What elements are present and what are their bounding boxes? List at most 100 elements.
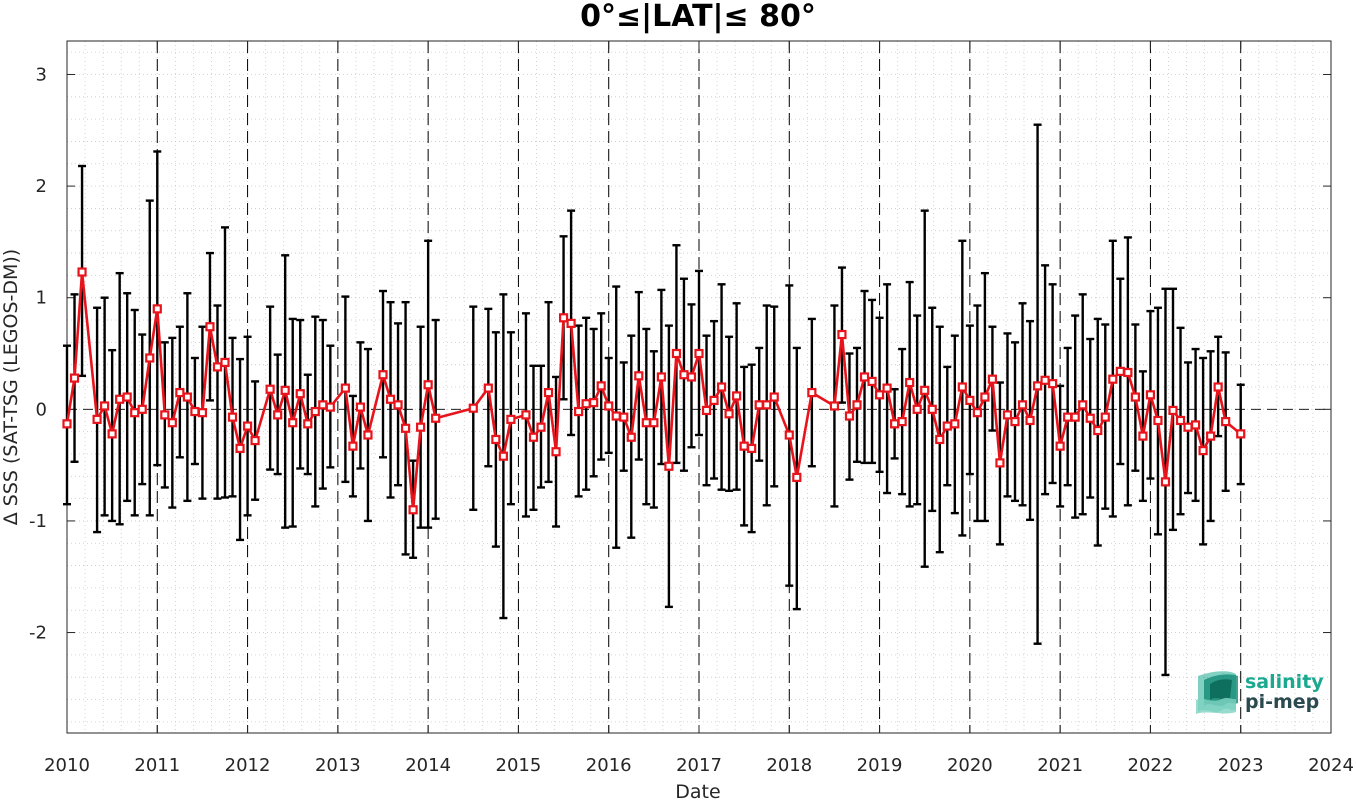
data-point-marker	[1198, 446, 1208, 456]
data-point-marker	[905, 377, 915, 388]
data-point-marker	[468, 403, 478, 413]
data-point-marker	[521, 410, 531, 420]
data-point-marker	[318, 400, 328, 410]
data-point-marker	[1138, 431, 1148, 441]
data-point-marker	[957, 382, 967, 392]
data-point-marker	[1168, 405, 1178, 416]
data-point-marker	[762, 400, 772, 410]
x-tick-label: 2023	[1218, 755, 1264, 776]
data-point-marker	[874, 390, 885, 400]
data-point-marker	[175, 387, 185, 398]
data-point-marker	[1175, 415, 1186, 426]
data-point-marker	[829, 401, 840, 411]
data-point-marker	[859, 372, 870, 382]
data-point-marker	[498, 451, 508, 461]
data-point-marker	[1108, 374, 1118, 384]
logo-text-line2: pi-mep	[1245, 691, 1319, 713]
data-point-marker	[739, 441, 749, 451]
y-tick-label: 1	[36, 288, 47, 309]
data-point-marker	[227, 412, 238, 422]
data-point-marker	[190, 406, 200, 417]
data-point-marker	[709, 395, 719, 405]
data-point-marker	[656, 372, 666, 382]
x-tick-label: 2018	[766, 755, 812, 776]
data-point-marker	[634, 371, 644, 381]
data-point-marker	[122, 392, 132, 402]
data-point-marker	[671, 348, 682, 359]
data-point-marker	[212, 362, 223, 372]
x-tick-label: 2014	[405, 755, 451, 776]
y-tick-label: 0	[36, 399, 47, 420]
data-point-marker	[1183, 422, 1193, 432]
data-point-marker	[62, 419, 72, 429]
x-tick-labels: 2010 2011 2012 2013 2014 2015 2016 2017 2018 2019…	[44, 755, 1354, 776]
data-point-marker	[927, 404, 937, 414]
x-tick-label: 2022	[1128, 755, 1174, 776]
data-point-marker	[303, 419, 313, 429]
data-point-marker	[566, 318, 576, 328]
data-point-marker	[1130, 392, 1140, 402]
data-point-marker	[807, 387, 817, 398]
data-point-marker	[137, 404, 147, 414]
data-point-marker	[355, 402, 366, 412]
salinity-pi-mep-logo: salinity pi-mep	[1196, 671, 1324, 714]
y-tick-label: -2	[29, 623, 47, 644]
data-point-marker	[1063, 412, 1073, 422]
data-point-marker	[581, 399, 591, 409]
data-point-marker	[649, 418, 659, 428]
data-point-marker	[265, 384, 275, 394]
data-point-marker	[1115, 366, 1125, 376]
series-polyline	[65, 270, 1242, 512]
data-point-marker	[348, 441, 358, 451]
data-point-marker	[716, 382, 727, 392]
series-markers	[62, 267, 1246, 515]
data-point-marker	[1085, 413, 1095, 423]
data-point-marker	[574, 406, 584, 417]
data-point-marker	[995, 458, 1005, 468]
year-separators	[156, 41, 1242, 733]
data-point-marker	[769, 392, 779, 402]
data-point-marker	[160, 410, 170, 420]
x-tick-label: 2015	[496, 755, 542, 776]
data-point-marker	[483, 383, 493, 393]
data-point-marker	[536, 422, 546, 432]
data-point-marker	[107, 429, 117, 439]
data-point-marker	[641, 418, 651, 428]
data-point-marker	[182, 392, 192, 402]
logo-text-line1: salinity	[1245, 671, 1324, 693]
data-point-marker	[1213, 382, 1223, 392]
data-point-marker	[694, 348, 704, 359]
data-point-marker	[77, 267, 87, 277]
data-point-marker	[288, 418, 298, 428]
x-tick-label: 2024	[1308, 755, 1354, 776]
data-point-marker	[130, 408, 140, 418]
data-point-marker	[1206, 431, 1216, 441]
data-point-marker	[686, 372, 697, 382]
data-point-marker	[942, 421, 952, 431]
data-point-marker	[596, 381, 606, 391]
data-point-marker	[1048, 379, 1058, 389]
data-point-marker	[1145, 390, 1156, 400]
axis-ticks	[66, 41, 1332, 733]
data-point-marker	[273, 410, 283, 420]
x-tick-label: 2019	[857, 755, 903, 776]
y-axis-label: Δ SSS (SAT-TSG (LEGOS-DM))	[0, 249, 22, 525]
data-point-marker	[393, 400, 403, 410]
data-point-marker	[611, 411, 621, 421]
data-point-marker	[100, 401, 110, 411]
series-line	[65, 270, 1242, 512]
data-point-marker	[664, 461, 674, 471]
data-point-marker	[1010, 417, 1020, 427]
x-tick-label: 2020	[947, 755, 993, 776]
data-point-marker	[558, 313, 569, 323]
data-point-marker	[1236, 429, 1246, 439]
x-tick-label: 2011	[134, 755, 180, 776]
data-point-marker	[431, 413, 441, 423]
x-tick-label: 2012	[225, 755, 271, 776]
data-point-marker	[965, 395, 975, 405]
data-point-marker	[340, 383, 350, 393]
data-point-marker	[1017, 400, 1028, 410]
data-point-marker	[1002, 410, 1013, 420]
x-tick-label: 2010	[44, 755, 90, 776]
